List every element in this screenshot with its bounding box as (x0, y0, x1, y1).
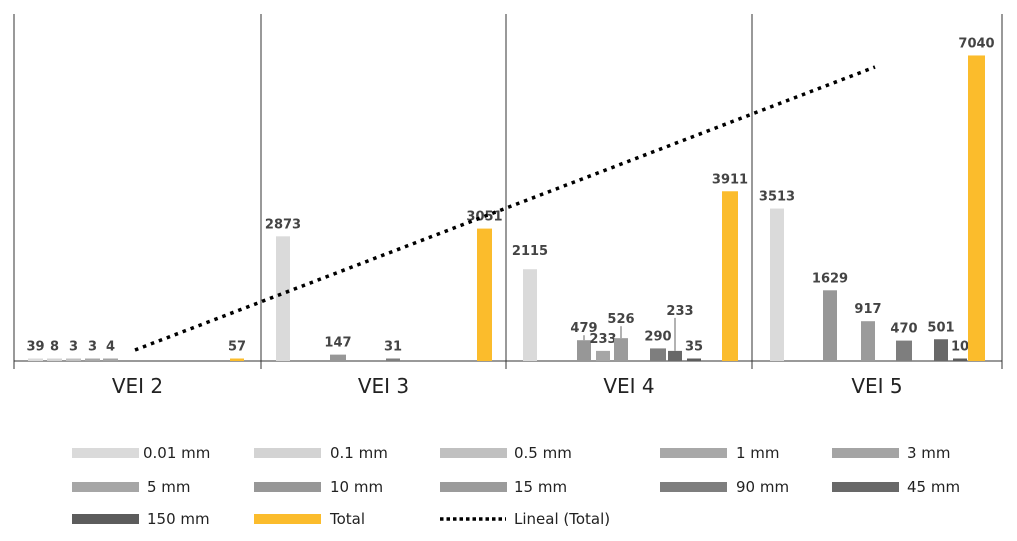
bar-vei-5-45-mm (934, 339, 948, 361)
bar-vei-5-15-mm (861, 321, 875, 361)
bar-vei-5-90-mm (896, 340, 912, 361)
legend-label-0-1-mm: 0.1 mm (330, 444, 388, 462)
bar-vei-3-total (477, 228, 492, 361)
data-label-vei-4-90-mm: 290 (644, 329, 671, 344)
bar-vei-5-0-01-mm (770, 208, 784, 361)
data-label-vei-2-1-mm: 3 (88, 340, 97, 355)
legend: 0.01 mm 0.1 mm 0.5 mm 1 mm 3 mm 5 mm 10 mm 15 m… (72, 444, 960, 528)
bar-vei-3-90-mm (386, 358, 400, 361)
data-label-vei-4-150-mm: 35 (685, 340, 703, 355)
legend-label-15-mm: 15 mm (514, 478, 567, 496)
data-label-vei-4-5-mm: 233 (589, 332, 616, 347)
trendline-total (134, 65, 876, 352)
legend-label-3-mm: 3 mm (907, 444, 951, 462)
bar-vei-4-10-mm (577, 340, 591, 361)
bar-vei-2-0-01-mm (28, 358, 43, 361)
data-label-vei-2-0-01-mm: 39 (26, 340, 44, 355)
data-label-vei-5-45-mm: 501 (927, 320, 954, 335)
legend-swatch-0-5-mm (440, 448, 507, 458)
legend-swatch-3-mm (832, 448, 899, 458)
legend-label-10-mm: 10 mm (330, 478, 383, 496)
bar-vei-4-150-mm (687, 358, 701, 361)
legend-swatch-90-mm (660, 482, 727, 492)
legend-label-0-5-mm: 0.5 mm (514, 444, 572, 462)
bar-vei-4-0-01-mm (523, 269, 537, 361)
bar-vei-2-0-1-mm (47, 358, 62, 361)
legend-label-90-mm: 90 mm (736, 478, 789, 496)
bar-vei-2-0-5-mm (66, 358, 81, 361)
legend-label-lineal-total: Lineal (Total) (514, 510, 610, 528)
legend-label-5-mm: 5 mm (147, 478, 191, 496)
bar-vei-5-10-mm (823, 290, 837, 361)
legend-label-1-mm: 1 mm (736, 444, 780, 462)
group-label-vei-2: VEI 2 (112, 374, 163, 398)
data-label-vei-5-90-mm: 470 (890, 322, 917, 337)
legend-label-150-mm: 150 mm (147, 510, 210, 528)
bar-vei-3-10-mm (330, 354, 346, 361)
legend-swatch-150-mm (72, 514, 139, 524)
legend-swatch-0-01-mm (72, 448, 139, 458)
data-label-vei-3-10-mm: 147 (324, 336, 351, 351)
bar-vei-5-total (968, 55, 985, 362)
legend-swatch-5-mm (72, 482, 139, 492)
data-label-vei-4-10-mm: 479 (570, 321, 597, 336)
data-label-vei-5-10-mm: 1629 (812, 271, 848, 286)
bar-vei-2-total (230, 358, 244, 361)
data-label-vei-3-0-01-mm: 2873 (265, 217, 301, 232)
legend-swatch-45-mm (832, 482, 899, 492)
bar-vei-5-150-mm (953, 358, 967, 361)
bar-vei-4-45-mm (668, 350, 682, 361)
data-label-vei-2-0-5-mm: 3 (69, 340, 78, 355)
data-label-vei-4-total: 3911 (712, 172, 748, 187)
legend-swatch-15-mm (440, 482, 507, 492)
data-label-vei-5-0-01-mm: 3513 (759, 190, 795, 205)
data-label-vei-2-0-1-mm: 8 (50, 340, 59, 355)
data-label-vei-2-3-mm: 4 (106, 340, 115, 355)
legend-label-45-mm: 45 mm (907, 478, 960, 496)
data-label-vei-5-150-mm: 10 (951, 340, 969, 355)
data-label-vei-3-90-mm: 31 (384, 340, 402, 355)
data-label-vei-5-total: 7040 (958, 36, 994, 51)
data-label-vei-4-45-mm: 233 (666, 304, 693, 319)
group-label-vei-4: VEI 4 (603, 374, 654, 398)
legend-swatch-10-mm (254, 482, 321, 492)
legend-label-0-01-mm: 0.01 mm (143, 444, 210, 462)
bar-vei-2-3-mm (103, 358, 118, 361)
group-label-vei-3: VEI 3 (358, 374, 409, 398)
bar-vei-4-total (722, 191, 738, 361)
bar-vei-3-0-01-mm (276, 236, 290, 361)
legend-swatch-total (254, 514, 321, 524)
data-label-vei-4-15-mm: 526 (607, 312, 634, 327)
legend-swatch-0-1-mm (254, 448, 321, 458)
group-label-vei-5: VEI 5 (851, 374, 902, 398)
bar-vei-4-15-mm (614, 338, 628, 361)
legend-label-total: Total (329, 510, 365, 528)
bar-vei-4-90-mm (650, 348, 666, 361)
data-label-vei-5-15-mm: 917 (854, 302, 881, 317)
data-label-vei-4-0-01-mm: 2115 (512, 244, 548, 259)
bar-vei-2-1-mm (85, 358, 100, 361)
bar-vei-4-5-mm (596, 350, 610, 361)
legend-swatch-1-mm (660, 448, 727, 458)
data-label-vei-2-total: 57 (228, 340, 246, 355)
